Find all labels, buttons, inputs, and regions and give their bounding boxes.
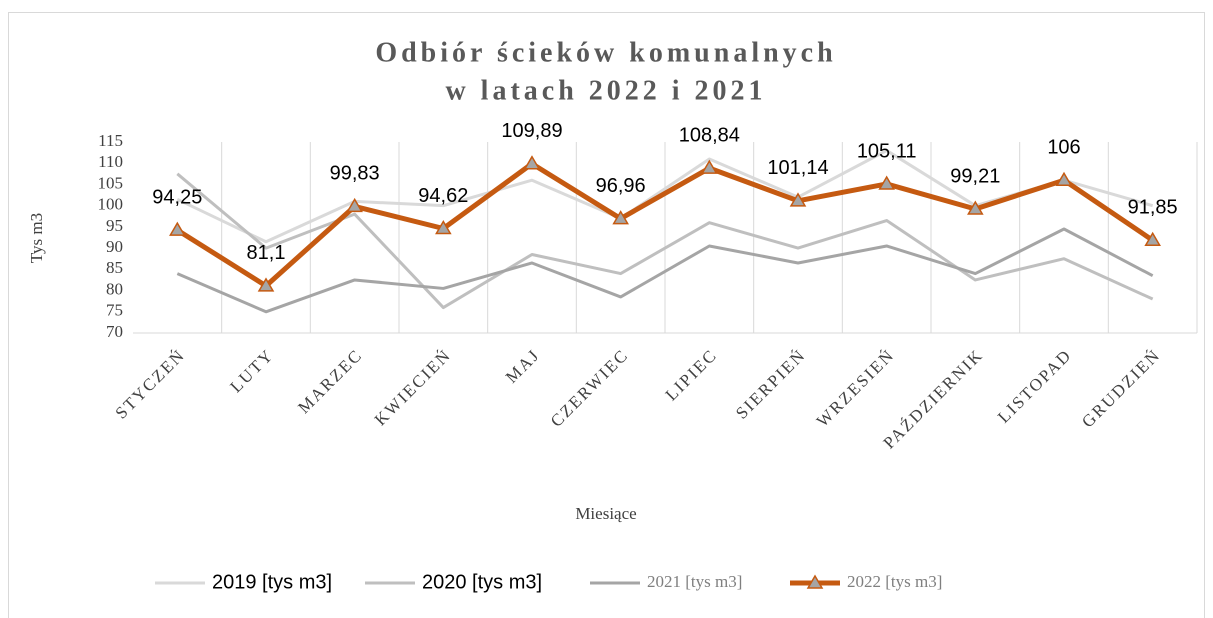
- marker: [523, 155, 541, 170]
- y-axis-label: Tys m3: [27, 213, 46, 263]
- legend-label: 2020 [tys m3]: [422, 571, 542, 593]
- y-tick-label: 95: [106, 216, 123, 235]
- marker: [257, 277, 275, 292]
- y-tick-label: 75: [106, 301, 123, 320]
- data-label: 81,1: [247, 242, 286, 264]
- chart-border: [8, 12, 1205, 618]
- y-tick-label: 85: [106, 258, 123, 277]
- data-label: 94,62: [418, 185, 468, 207]
- marker: [1144, 231, 1161, 247]
- data-label: 108,84: [679, 124, 740, 146]
- y-tick-label: 80: [106, 279, 123, 298]
- data-label: 99,21: [950, 165, 1000, 187]
- marker: [435, 220, 452, 235]
- chart-title: Odbiór ścieków komunalnych: [375, 37, 836, 68]
- y-tick-label: 115: [98, 131, 123, 150]
- data-label: 91,85: [1128, 197, 1178, 219]
- x-axis-label: Miesiące: [575, 504, 636, 523]
- legend-label: 2021 [tys m3]: [647, 572, 742, 591]
- legend-label: 2019 [tys m3]: [212, 571, 332, 593]
- chart-title: w latach 2022 i 2021: [445, 75, 766, 106]
- marker: [967, 200, 984, 215]
- marker: [346, 197, 363, 213]
- series-line: [176, 227, 1154, 314]
- series-line: [176, 161, 1155, 289]
- data-label: 101,14: [767, 157, 828, 179]
- y-tick-label: 100: [98, 195, 124, 214]
- marker: [878, 175, 895, 190]
- data-label: 109,89: [501, 120, 562, 142]
- data-label: 105,11: [857, 140, 917, 162]
- legend-label: 2022 [tys m3]: [847, 572, 942, 591]
- data-label: 94,25: [152, 186, 202, 208]
- data-label: 99,83: [330, 163, 380, 185]
- series-line: [176, 148, 1154, 244]
- y-tick-label: 105: [98, 173, 124, 192]
- marker: [1055, 171, 1073, 186]
- marker: [789, 192, 807, 207]
- data-label: 96,96: [596, 175, 646, 197]
- marker: [701, 159, 718, 174]
- data-label: 106: [1047, 136, 1080, 158]
- y-tick-label: 110: [98, 152, 123, 171]
- marker: [169, 221, 186, 236]
- legend-marker: [806, 574, 824, 589]
- marker: [612, 210, 629, 225]
- y-tick-label: 70: [106, 322, 123, 341]
- y-tick-label: 90: [106, 237, 123, 256]
